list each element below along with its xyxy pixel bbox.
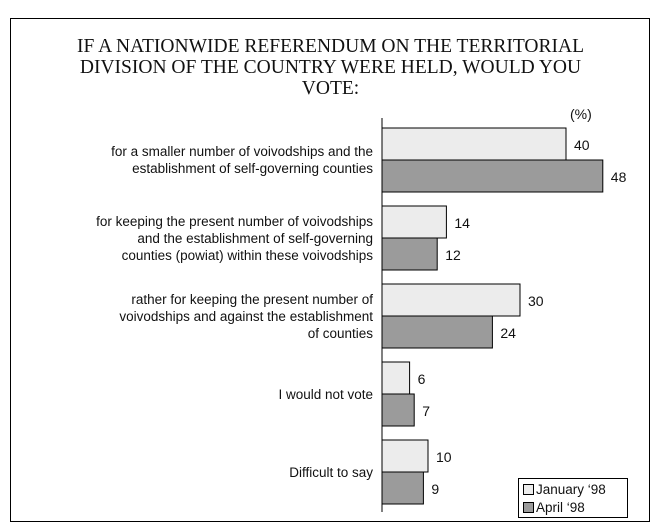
category-label-line: rather for keeping the present number of bbox=[131, 291, 373, 307]
legend: January ‘98 April ‘98 bbox=[518, 478, 628, 518]
category-label-line: for keeping the present number of voivod… bbox=[96, 213, 373, 229]
legend-item-april: April ‘98 bbox=[523, 498, 627, 516]
category-label-3: I would not vote bbox=[0, 386, 373, 403]
category-label-2: rather for keeping the present number of… bbox=[0, 291, 373, 342]
bar-value-label-january-3: 6 bbox=[418, 371, 426, 387]
bar-value-label-january-2: 30 bbox=[528, 293, 544, 309]
bar-april-4 bbox=[381, 471, 424, 505]
category-label-line: and the establishment of self-governing bbox=[137, 230, 373, 246]
chart-title-line-3: VOTE: bbox=[301, 78, 360, 99]
chart-title: IF A NATIONWIDE REFERENDUM ON THE TERRIT… bbox=[0, 36, 661, 99]
bar-april-3 bbox=[381, 393, 415, 427]
bar-january-2 bbox=[381, 283, 521, 317]
bar-value-label-january-1: 14 bbox=[454, 215, 470, 231]
bar-april-1 bbox=[381, 237, 438, 271]
legend-item-january: January ‘98 bbox=[523, 480, 627, 498]
category-label-line: establishment of self-governing counties bbox=[132, 161, 373, 176]
bar-value-label-april-3: 7 bbox=[422, 403, 430, 419]
bar-value-label-april-0: 48 bbox=[611, 169, 627, 185]
bar-value-label-january-4: 10 bbox=[436, 449, 452, 465]
bar-january-4 bbox=[381, 439, 429, 473]
legend-swatch-april bbox=[523, 501, 534, 513]
legend-label-april: April ‘98 bbox=[536, 499, 585, 515]
category-label-line: Difficult to say bbox=[289, 464, 373, 480]
chart-title-line-2: DIVISION OF THE COUNTRY WERE HELD, WOULD… bbox=[79, 57, 582, 78]
bar-january-3 bbox=[381, 361, 411, 395]
bar-value-label-april-4: 9 bbox=[431, 481, 439, 497]
chart-title-line-1: IF A NATIONWIDE REFERENDUM ON THE TERRIT… bbox=[77, 36, 584, 57]
category-label-line: for a smaller number of voivodships and … bbox=[111, 144, 373, 159]
bar-april-2 bbox=[381, 315, 493, 349]
bar-january-0 bbox=[381, 127, 567, 161]
category-label-line: voivodships and against the establishmen… bbox=[119, 308, 373, 324]
bar-value-label-april-1: 12 bbox=[445, 247, 461, 263]
bar-january-1 bbox=[381, 205, 447, 239]
bar-april-0 bbox=[381, 159, 604, 193]
bar-value-label-january-0: 40 bbox=[574, 137, 590, 153]
category-label-0: for a smaller number of voivodships and … bbox=[0, 143, 373, 177]
legend-swatch-january bbox=[523, 483, 534, 495]
unit-label: (%) bbox=[570, 106, 592, 122]
category-label-4: Difficult to say bbox=[0, 464, 373, 481]
chart-frame bbox=[10, 18, 650, 522]
legend-label-january: January ‘98 bbox=[536, 481, 606, 497]
category-label-1: for keeping the present number of voivod… bbox=[0, 213, 373, 264]
category-label-line: I would not vote bbox=[278, 386, 373, 402]
bar-value-label-april-2: 24 bbox=[500, 325, 516, 341]
category-label-line: of counties bbox=[307, 325, 373, 341]
category-label-line: counties (powiat) within these voivodshi… bbox=[121, 247, 373, 263]
